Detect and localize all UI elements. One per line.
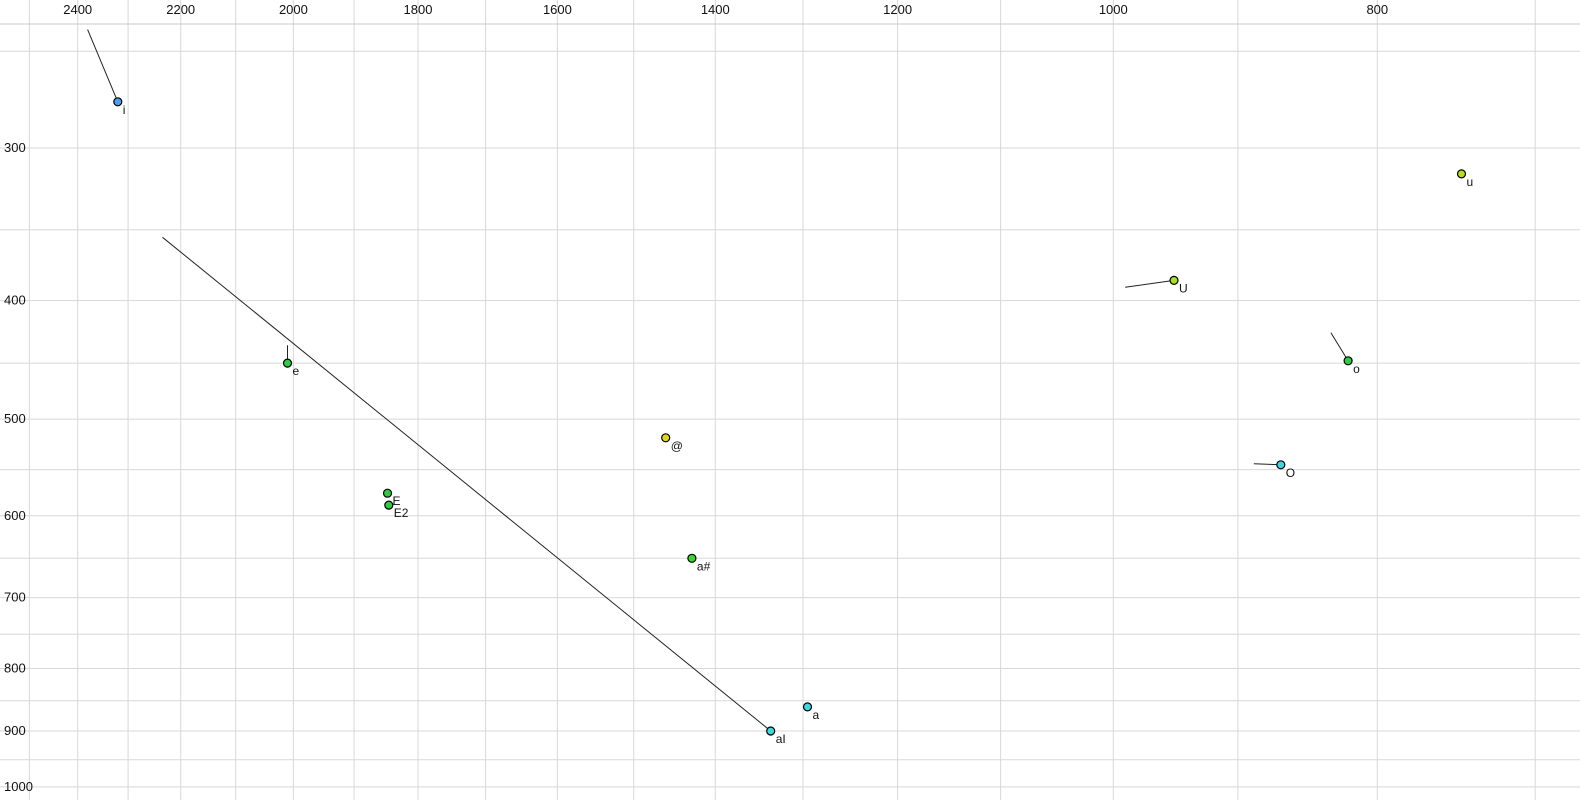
y-tick-label: 700 <box>4 590 26 605</box>
vowel-point-aI <box>766 726 776 736</box>
x-tick-label: 1400 <box>701 2 730 17</box>
vowel-point-a <box>802 702 813 712</box>
trajectory-line-aI <box>162 236 772 732</box>
vowel-point-label-@: @ <box>671 439 683 453</box>
y-tick-label: 900 <box>4 723 26 738</box>
vowel-point-label-E: E <box>393 494 401 508</box>
y-tick-label: 600 <box>4 508 26 523</box>
vowel-point-label-u: u <box>1467 175 1474 189</box>
vowel-point-o <box>1343 356 1353 366</box>
vowel-point-label-O: O <box>1286 466 1295 480</box>
y-tick-label: 300 <box>4 140 26 155</box>
trajectory-line-o <box>1330 332 1349 362</box>
y-tick-label: 1000 <box>4 779 33 794</box>
x-tick-label: 2000 <box>279 2 308 17</box>
vowel-point-E2 <box>384 500 394 510</box>
vowel-point-label-a: a <box>813 708 820 722</box>
trajectory-line-i <box>87 29 119 102</box>
x-tick-label: 2200 <box>166 2 195 17</box>
vowel-point-E <box>382 488 393 498</box>
trajectory-line-U <box>1125 279 1175 288</box>
vowel-point-O <box>1276 460 1286 470</box>
x-tick-label: 1200 <box>883 2 912 17</box>
y-tick-label: 800 <box>4 661 26 676</box>
y-tick-label: 400 <box>4 293 26 308</box>
vowel-point-label-aI: aI <box>776 732 786 746</box>
vowel-point-i <box>113 97 123 107</box>
x-tick-label: 1000 <box>1099 2 1128 17</box>
vowel-point-label-a#: a# <box>697 559 711 573</box>
vowel-point-e <box>282 358 293 368</box>
vowel-point-label-U: U <box>1179 281 1188 295</box>
vowel-point-u <box>1456 169 1467 179</box>
vowel-point-label-E2: E2 <box>394 506 409 520</box>
x-tick-label: 800 <box>1366 2 1388 17</box>
x-tick-label: 1800 <box>404 2 433 17</box>
vowel-point-a# <box>687 553 697 563</box>
vowel-point-label-o: o <box>1353 362 1360 376</box>
vowel-point-label-e: e <box>293 364 300 378</box>
x-tick-label: 1600 <box>543 2 572 17</box>
vowel-point-@ <box>661 433 671 443</box>
y-tick-label: 500 <box>4 411 26 426</box>
vowel-point-label-i: i <box>123 103 126 117</box>
x-tick-label: 2400 <box>63 2 92 17</box>
vowel-point-U <box>1169 275 1179 285</box>
